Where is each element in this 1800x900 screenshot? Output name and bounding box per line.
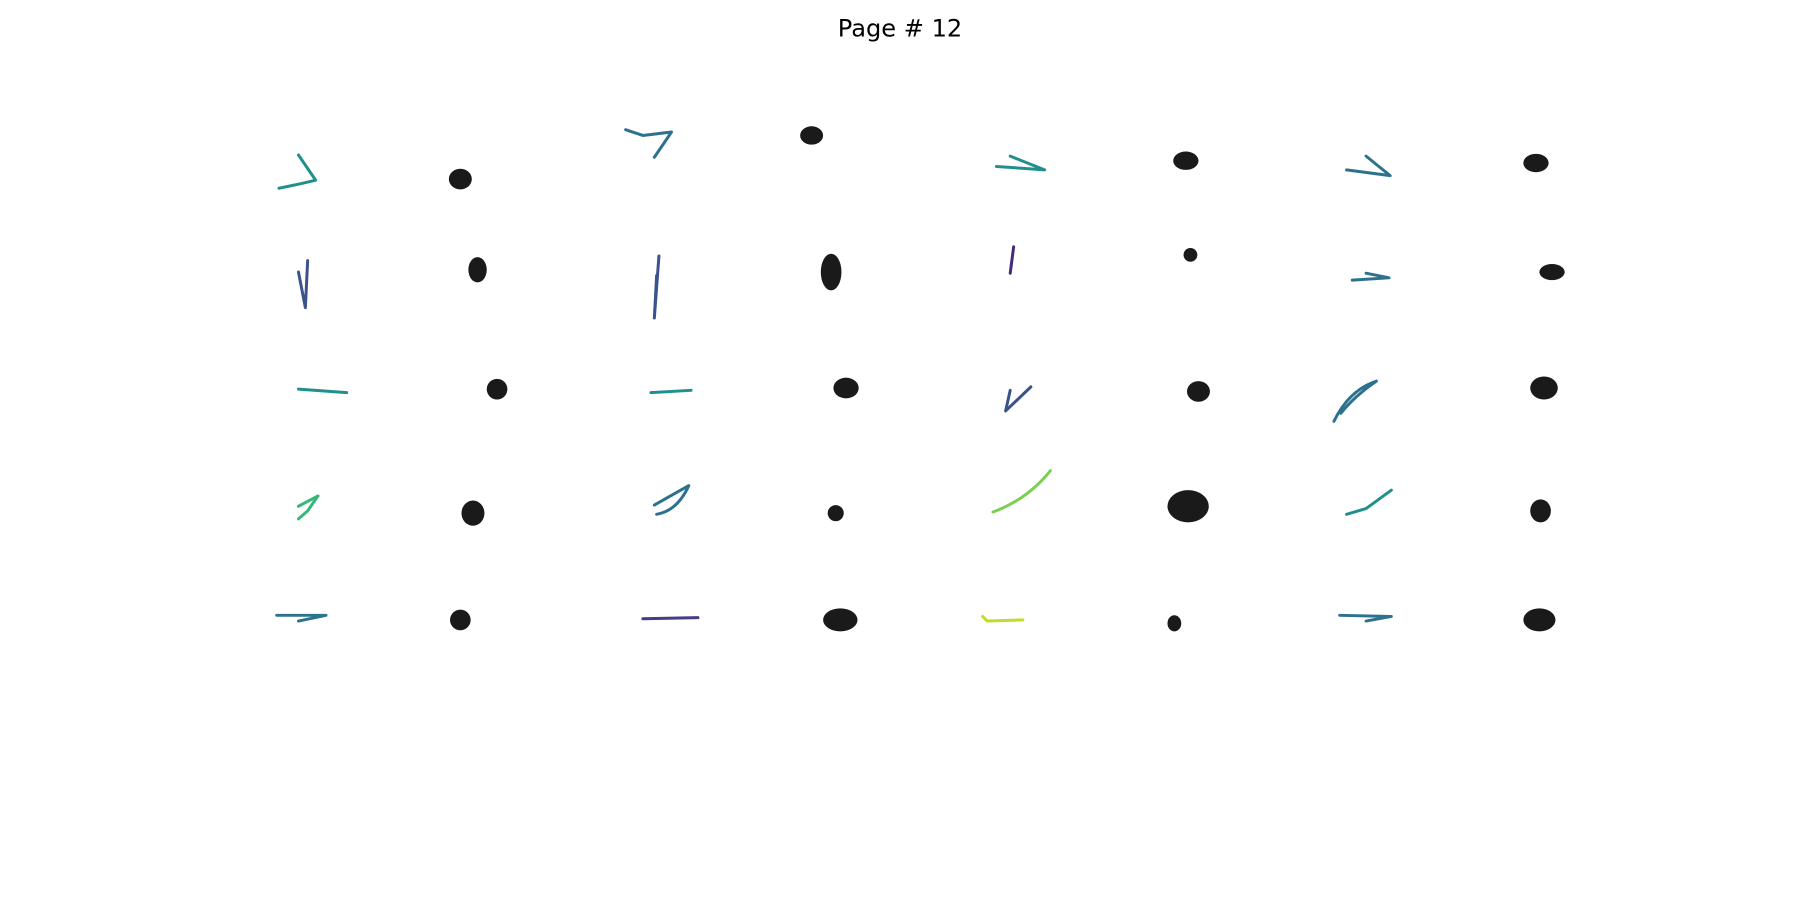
blob [823,608,858,632]
trajectory [296,494,320,521]
page-title: Page # 12 [838,15,962,43]
trajectory [652,484,691,516]
blob [1530,376,1558,400]
trajectory [1345,488,1393,516]
blob [1530,499,1551,523]
blob [448,168,472,190]
blob [820,253,842,291]
blob [450,609,471,631]
trajectory [296,259,310,310]
trajectory [1332,379,1378,423]
blob [800,126,824,145]
trajectory [981,614,1025,623]
blob [827,505,844,522]
trajectory [296,387,349,395]
blob [1523,608,1556,632]
blob [1183,247,1198,262]
blob [486,378,508,400]
trajectory [641,616,700,621]
trajectory [1350,271,1391,282]
blob [1173,151,1199,170]
trajectory [994,154,1047,172]
blob [833,377,859,399]
blob [468,257,487,283]
trajectory [649,388,693,395]
trajectories [275,128,1393,623]
trajectory [652,254,661,320]
blob [1167,490,1209,523]
trajectory [277,153,318,190]
trajectory [275,613,328,623]
blob [1167,615,1182,632]
trajectory [1345,154,1392,178]
trajectory [1008,245,1016,275]
trajectory [1004,385,1033,413]
blobs [448,126,1565,632]
blob [1186,381,1210,402]
trajectory [624,128,674,159]
blob [1523,153,1549,173]
blob [1539,264,1565,281]
trajectory [991,469,1052,514]
blob [461,500,485,526]
trajectory [1338,613,1393,623]
